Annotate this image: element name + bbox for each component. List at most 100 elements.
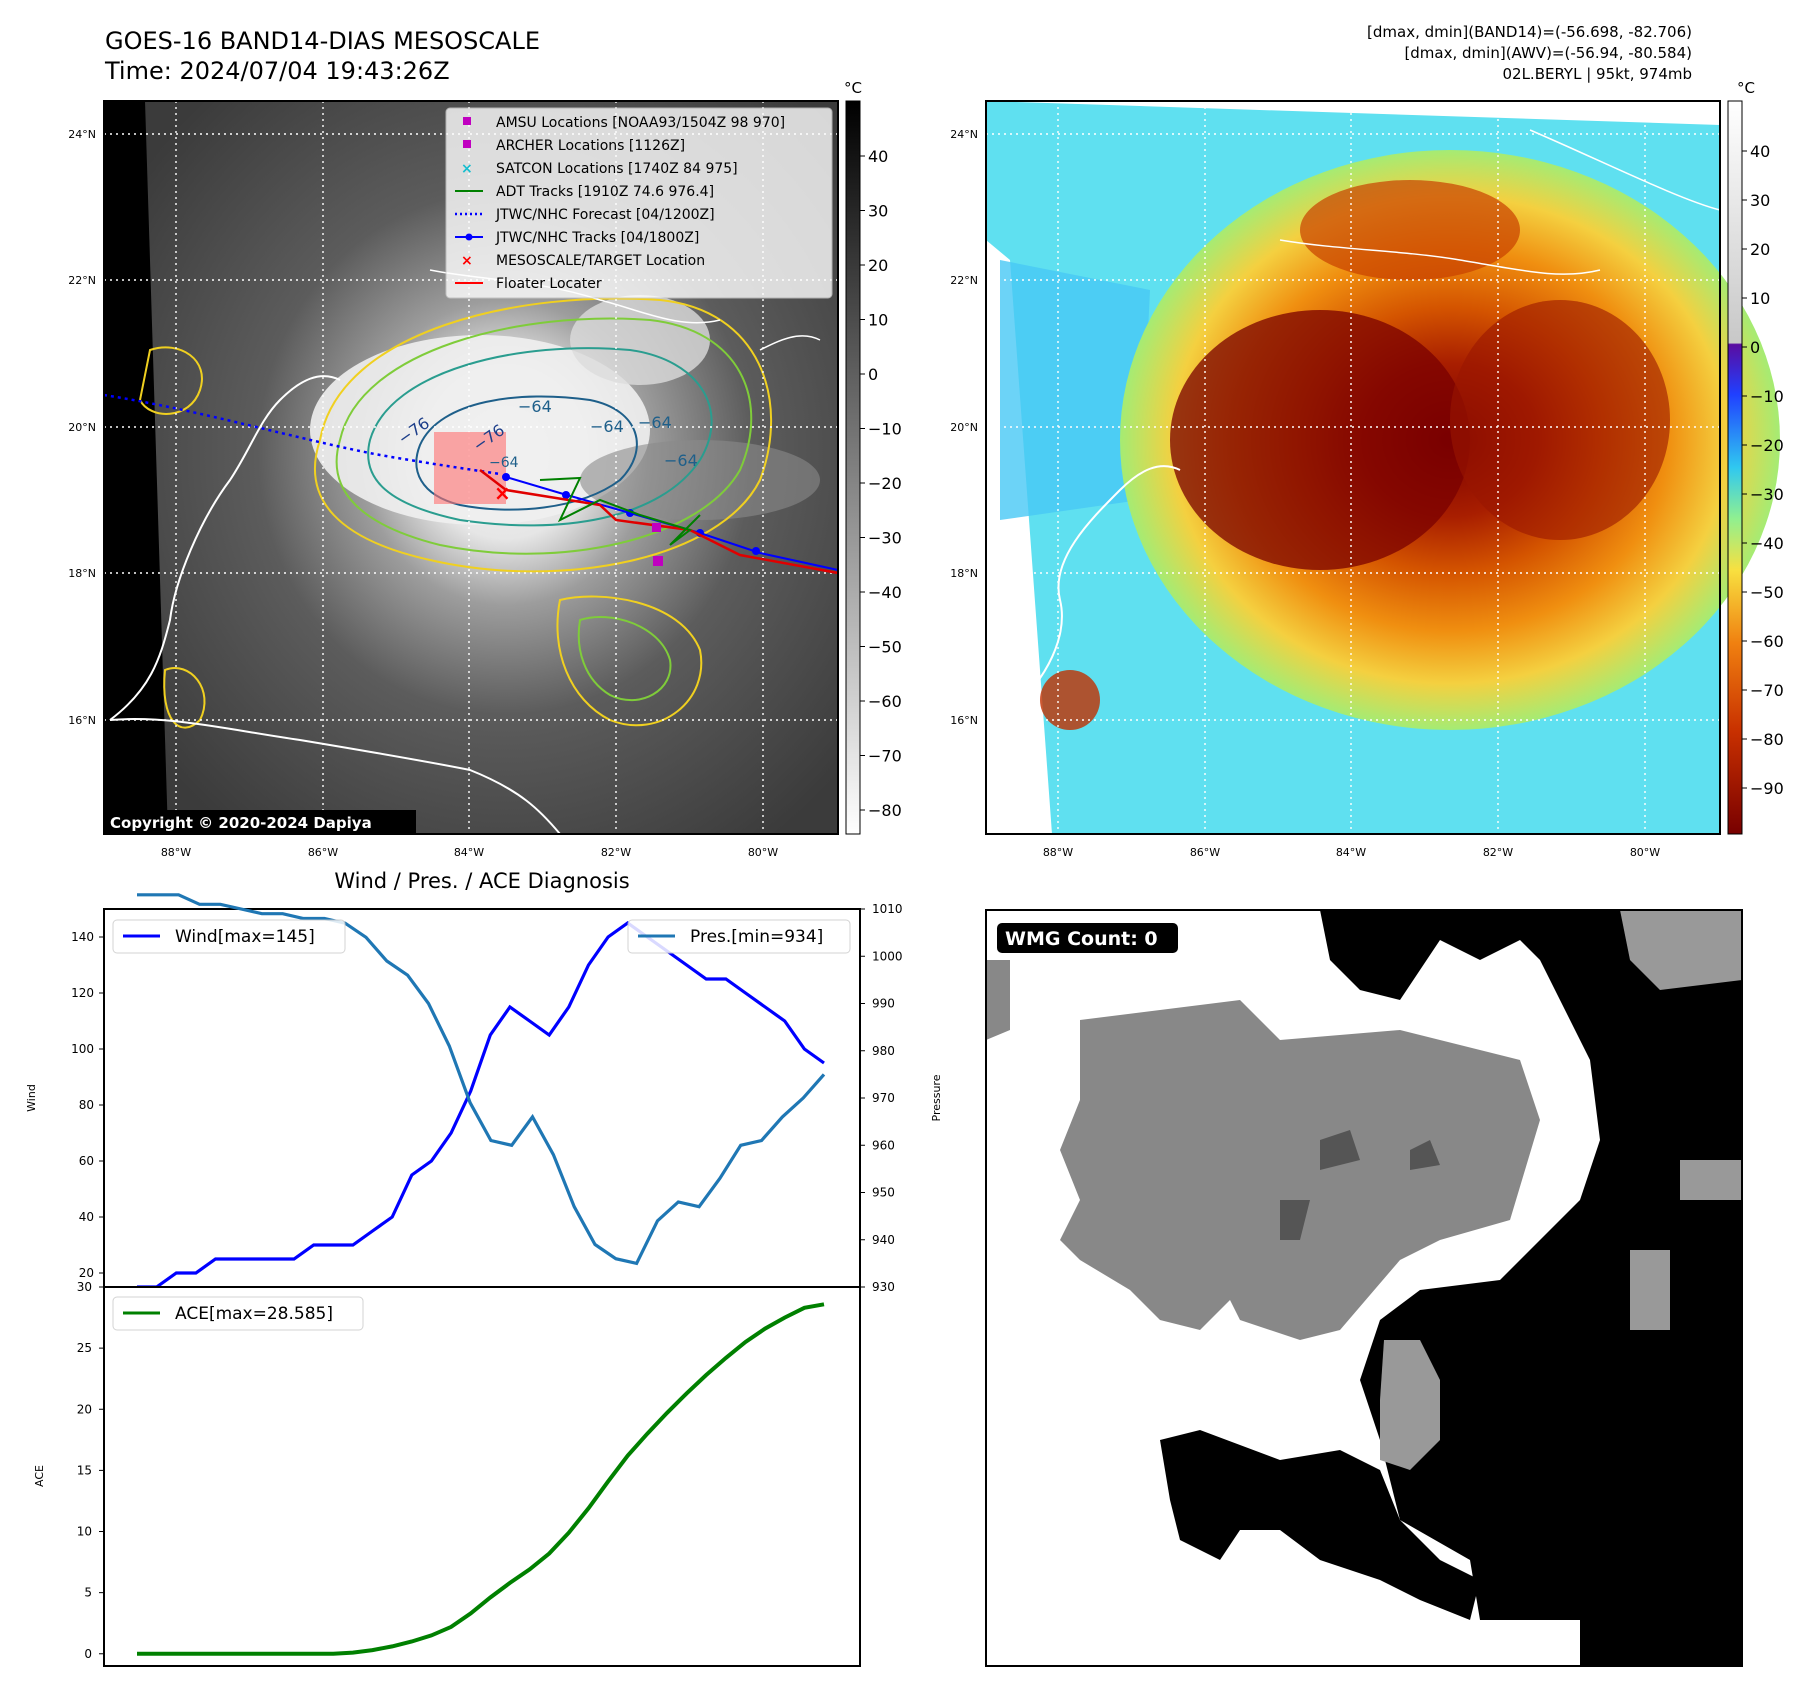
copyright-label: Copyright © 2020-2024 Dapiya: [110, 814, 372, 832]
awv-colorbar-tick-label: −40: [1750, 534, 1784, 553]
storm-info: 02L.BERYL | 95kt, 974mb: [1502, 65, 1692, 83]
contour-label: −64: [664, 451, 698, 470]
awv-colorbar-tick-label: 40: [1750, 142, 1770, 161]
legend-target: MESOSCALE/TARGET Location: [496, 253, 705, 269]
awv-colorbar-tick-label: −10: [1750, 387, 1784, 406]
ace-ytick-label: 25: [77, 1341, 92, 1355]
wmg-count-label: WMG Count: 0: [1005, 928, 1158, 950]
contour-label: −64: [489, 455, 519, 471]
lon-tick-label: 88°W: [1043, 846, 1073, 859]
awv-colorbar-tick-label: −90: [1750, 779, 1784, 798]
ace-frame: [103, 1286, 861, 1667]
contour-label: −64: [518, 397, 552, 416]
ir-colorbar-unit: °C: [844, 79, 862, 97]
awv-colorbar-tick-label: −80: [1750, 730, 1784, 749]
awv-axis-ticks: 88°W 86°W 84°W 82°W 80°W 24°N 22°N 20°N 18°N 16°N: [950, 128, 1660, 859]
adt-track: [539, 476, 701, 546]
ir-colorbar-tick-label: −50: [868, 638, 902, 657]
legend-floater: Floater Locater: [496, 276, 602, 292]
dmax-band14: [dmax, dmin](BAND14)=(-56.698, -82.706): [1367, 23, 1692, 41]
awv-colorbar-tick-label: 30: [1750, 191, 1770, 210]
lat-tick-label: 20°N: [68, 421, 96, 434]
lat-tick-label: 16°N: [68, 714, 96, 727]
pressure-ytick-label: 950: [872, 1186, 895, 1200]
legend-satcon-icon: ×: [461, 161, 473, 177]
pressure-ytick-label: 990: [872, 997, 895, 1011]
ace-ytick-label: 5: [84, 1586, 92, 1600]
wind-ytick-label: 40: [79, 1210, 94, 1224]
ace-series-line: [137, 1302, 825, 1656]
lat-tick-label: 22°N: [950, 274, 978, 287]
wind-pressure-chart: 20 40 60 80 100 120 140 930 940 950 960 970 980 990 10…: [25, 893, 943, 1294]
ace-legend-label: ACE[max=28.585]: [175, 1304, 333, 1324]
ace-ytick-label: 15: [77, 1463, 92, 1477]
ace-chart: 0 5 10 15 20 25 30 ACE ACE[max=28.585]: [33, 1280, 861, 1667]
pressure-axis-label: Pressure: [930, 1074, 943, 1121]
pressure-ytick-label: 980: [872, 1044, 895, 1058]
wind-series-line: [137, 921, 825, 1289]
ace-ytick-label: 20: [77, 1402, 92, 1416]
awv-map-panel: [985, 100, 1780, 835]
wind-legend: [112, 919, 346, 954]
mesoscale-box: [434, 432, 506, 504]
ir-colorbar-tick-label: 40: [868, 147, 888, 166]
pressure-legend: [627, 919, 851, 954]
lon-tick-label: 88°W: [161, 846, 191, 859]
awv-colorbar-tick-label: −60: [1750, 632, 1784, 651]
contour-label: −64: [590, 417, 624, 436]
lon-tick-label: 86°W: [1190, 846, 1220, 859]
legend-amsu-icon: [463, 117, 471, 125]
ir-colorbar-tick-label: −60: [868, 692, 902, 711]
ir-colorbar-tick-label: −20: [868, 474, 902, 493]
awv-colorbar-tick-label: −70: [1750, 681, 1784, 700]
legend-tracks: JTWC/NHC Tracks [04/1800Z]: [495, 230, 699, 246]
lat-tick-label: 18°N: [68, 567, 96, 580]
amsu-marker: [653, 556, 663, 566]
ir-colorbar-tick-label: 10: [868, 311, 888, 330]
ace-ytick-label: 30: [77, 1280, 92, 1294]
legend-target-icon: ×: [461, 253, 473, 269]
wind-ytick-label: 20: [79, 1266, 94, 1280]
wind-legend-label: Wind[max=145]: [175, 927, 315, 947]
wind-ytick-label: 80: [79, 1098, 94, 1112]
archer-marker: [652, 523, 661, 532]
chart-title: GOES-16 BAND14-DIAS MESOSCALE: [105, 27, 541, 55]
wind-ytick-label: 140: [71, 930, 94, 944]
wind-pressure-frame: [103, 908, 861, 1288]
diagnosis-title: Wind / Pres. / ACE Diagnosis: [334, 869, 629, 893]
ace-ytick-label: 10: [77, 1525, 92, 1539]
ace-ytick-label: 0: [84, 1647, 92, 1661]
wind-ytick-label: 60: [79, 1154, 94, 1168]
lat-tick-label: 24°N: [950, 128, 978, 141]
pressure-ytick-label: 970: [872, 1091, 895, 1105]
lat-tick-label: 16°N: [950, 714, 978, 727]
forecast-track: [103, 393, 501, 476]
ace-axis-label: ACE: [33, 1465, 46, 1487]
chart-time: Time: 2024/07/04 19:43:26Z: [105, 57, 450, 85]
ir-colorbar-tick-label: 20: [868, 256, 888, 275]
lon-tick-label: 84°W: [1336, 846, 1366, 859]
wind-ytick-label: 120: [71, 986, 94, 1000]
ir-colorbar-tick-label: 0: [868, 365, 878, 384]
awv-colorbar-tick-label: 0: [1750, 338, 1760, 357]
ace-legend: [112, 1296, 364, 1331]
pressure-ytick-label: 960: [872, 1138, 895, 1152]
target-marker: ×: [494, 481, 511, 505]
awv-colorbar-tick-label: −20: [1750, 436, 1784, 455]
lat-tick-label: 18°N: [950, 567, 978, 580]
ir-colorbar-tick-label: −40: [868, 583, 902, 602]
dmax-awv: [dmax, dmin](AWV)=(-56.94, -80.584): [1404, 44, 1692, 62]
awv-colorbar: °C 40 30 20 10 0 −10 −20 −30 −40 −50 −60 −70 −80 −90: [1727, 79, 1784, 835]
awv-colorbar-tick-label: −30: [1750, 485, 1784, 504]
pressure-ytick-label: 1010: [872, 902, 903, 916]
ir-legend: AMSU Locations [NOAA93/1504Z 98 970] ARC…: [445, 107, 833, 299]
ir-colorbar-tick-label: −80: [868, 801, 902, 820]
lat-tick-label: 20°N: [950, 421, 978, 434]
wind-ytick-label: 100: [71, 1042, 94, 1056]
awv-colorbar-unit: °C: [1737, 79, 1755, 97]
wmg-panel: WMG Count: 0: [985, 909, 1743, 1667]
awv-colorbar-tick-label: −50: [1750, 583, 1784, 602]
legend-forecast: JTWC/NHC Forecast [04/1200Z]: [495, 207, 715, 223]
lon-tick-label: 80°W: [748, 846, 778, 859]
floater-locater: [479, 469, 839, 575]
